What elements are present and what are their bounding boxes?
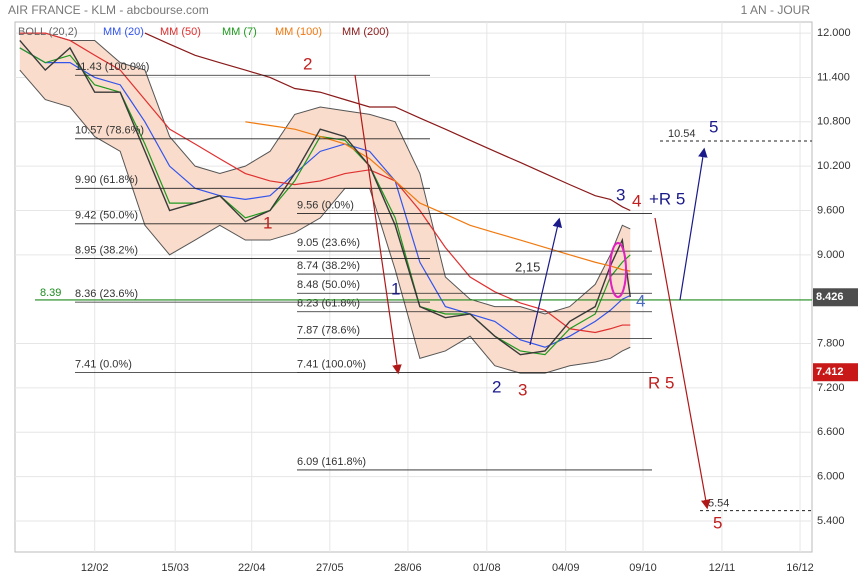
legend-entry: MM (100) — [275, 26, 322, 38]
bollinger-band — [19, 33, 631, 374]
fib-label: 8.95 (38.2%) — [75, 244, 138, 256]
plot-frame — [14, 21, 813, 553]
wave-label: +R 5 — [649, 189, 685, 208]
y-tick-label: 7.800 — [817, 337, 845, 349]
legend-entry: MM (50) — [160, 26, 201, 38]
price-box — [813, 288, 858, 307]
fib-label: 8.23 (61.8%) — [297, 298, 360, 310]
wave-label: R 5 — [648, 373, 674, 392]
y-tick-label: 7.200 — [817, 382, 845, 394]
y-tick-label: 10.800 — [817, 116, 851, 128]
y-tick-label: 5.400 — [817, 515, 845, 527]
wave-label: 1 — [263, 213, 272, 232]
ma-line — [144, 32, 631, 212]
fib-label: 11.43 (100.0%) — [75, 61, 149, 73]
arrow — [654, 217, 711, 510]
y-tick-label: 10.200 — [817, 160, 851, 172]
fib-label: 10.57 (78.6%) — [75, 125, 144, 137]
wave-label: 3 — [616, 185, 625, 204]
x-tick-label: 12/02 — [81, 562, 109, 574]
wave-label: 5 — [713, 513, 722, 532]
x-tick-label: 22/04 — [238, 562, 266, 574]
x-tick-label: 09/10 — [629, 562, 657, 574]
fib-label: 9.90 (61.8%) — [75, 174, 138, 186]
fib-label: 9.05 (23.6%) — [297, 237, 360, 249]
legend-entry: BOLL (20,2) — [18, 26, 78, 38]
wave-label: 5 — [709, 117, 718, 136]
x-tick-label: 27/05 — [316, 562, 344, 574]
fib-label: 9.42 (50.0%) — [75, 210, 138, 222]
price-box — [813, 363, 858, 382]
y-tick-label: 12.000 — [817, 27, 851, 39]
annotation: 2,15 — [515, 259, 540, 274]
x-tick-label: 28/06 — [394, 562, 422, 574]
fib-label: 8.74 (38.2%) — [297, 260, 360, 272]
price-line — [19, 40, 631, 356]
y-tick-label: 6.600 — [817, 426, 845, 438]
ma-line — [19, 32, 631, 334]
x-tick-label: 15/03 — [161, 562, 189, 574]
ma-line — [19, 47, 631, 356]
fib-label: 7.41 (0.0%) — [75, 358, 132, 370]
fib-label: 8.48 (50.0%) — [297, 279, 360, 291]
target-label: 5.54 — [708, 498, 729, 510]
y-tick-label: 9.600 — [817, 204, 845, 216]
fib-label: 7.87 (78.6%) — [297, 324, 360, 336]
x-tick-label: 04/09 — [552, 562, 580, 574]
legend-entry: MM (20) — [103, 26, 144, 38]
plot: 12.000 11.400 10.800 10.200 9.600 9.000 7.800 7… — [15, 22, 851, 574]
y-tick-label: 9.000 — [817, 249, 845, 261]
price-box-label: 8.426 — [816, 291, 844, 303]
y-tick-label: 11.400 — [817, 71, 850, 83]
wave-label: 3 — [518, 380, 527, 399]
wave-label: 1 — [391, 279, 400, 298]
highlight — [609, 242, 627, 298]
fib-label: 7.41 (100.0%) — [297, 358, 366, 370]
arrow — [529, 217, 563, 346]
fib-label: 9.56 (0.0%) — [297, 199, 354, 211]
fib-label: 8.36 (23.6%) — [75, 288, 138, 300]
wave-label: 2 — [303, 54, 312, 73]
x-tick-label: 16/12 — [786, 562, 814, 574]
wave-label: 4 — [636, 291, 645, 310]
y-tick-label: 6.000 — [817, 471, 845, 483]
x-tick-label: 01/08 — [473, 562, 501, 574]
support-label: 8.39 — [40, 287, 61, 299]
bollinger-line — [19, 32, 631, 315]
period: 1 AN - JOUR — [741, 3, 811, 17]
x-tick-label: 12/11 — [709, 562, 736, 574]
arrow — [354, 74, 402, 375]
price-box-label: 7.412 — [816, 366, 844, 378]
legend-entry: MM (200) — [342, 26, 389, 38]
fib-label: 6.09 (161.8%) — [297, 456, 366, 468]
wave-label: 2 — [492, 377, 501, 396]
arrow — [679, 147, 708, 301]
wave-label: 4 — [632, 191, 641, 210]
legend-entry: MM (7) — [222, 26, 257, 38]
target-label: 10.54 — [668, 128, 696, 140]
chart-title: AIR FRANCE - KLM - abcbourse.com — [8, 3, 209, 17]
